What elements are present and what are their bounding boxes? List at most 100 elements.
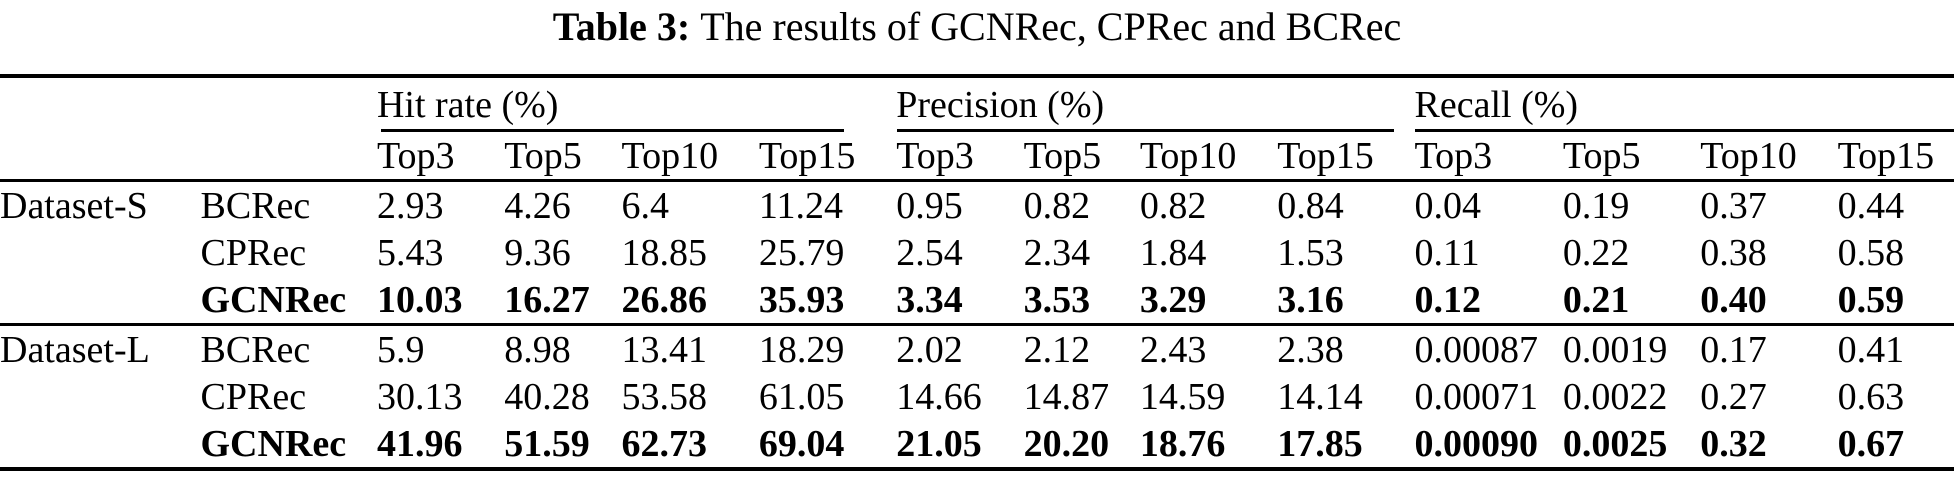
value-cell: 2.38 <box>1277 323 1415 373</box>
value-cell: 2.12 <box>1023 323 1140 373</box>
value-cell: 1.84 <box>1139 231 1207 274</box>
value-cell: 0.67 <box>1837 420 1954 471</box>
value-cell: 41.96 <box>376 420 505 471</box>
value-cell: 0.59 <box>1837 278 1905 321</box>
value-cell: 0.38 <box>1700 231 1767 274</box>
value-cell: 20.20 <box>1023 420 1140 471</box>
method-cell: BCRec <box>200 323 377 373</box>
column-header-recall-top10: Top10 <box>1700 132 1838 182</box>
column-header-spacer <box>0 132 377 182</box>
value-cell: 0.0019 <box>1562 323 1701 373</box>
group-header-precision: Precision (%) <box>896 74 1415 132</box>
dataset-cell: Dataset-S <box>0 184 148 227</box>
value-cell: 0.00071 <box>1414 375 1539 418</box>
group-header-recall: Recall (%) <box>1414 74 1954 132</box>
value-cell: 0.82 <box>1139 184 1207 227</box>
table-row-dataset-l-cprec: CPRec 30.13 40.28 53.58 61.05 14.66 14.8… <box>0 373 1954 420</box>
group-header-hit-rate: Hit rate (%) <box>376 74 897 132</box>
table-row-dataset-l-gcnrec: GCNRec 41.96 51.59 62.73 69.04 21.05 20.… <box>0 420 1954 471</box>
value-cell: 53.58 <box>621 375 708 418</box>
column-header-row: Top3 Top5 Top10 Top15 Top3 Top5 Top10 To… <box>0 132 1954 182</box>
column-header-precision-top5: Top5 <box>1023 132 1140 182</box>
column-header-hit-top10: Top10 <box>621 132 759 182</box>
value-cell: 2.43 <box>1139 323 1278 373</box>
column-header-precision-top3: Top3 <box>896 132 1024 182</box>
column-header-precision-top10: Top10 <box>1139 132 1278 182</box>
value-cell: 62.73 <box>621 420 759 471</box>
method-cell: GCNRec <box>200 420 377 471</box>
method-cell: CPRec <box>200 375 307 418</box>
dataset-cell: Dataset-L <box>0 323 201 373</box>
value-cell: 35.93 <box>758 278 845 321</box>
value-cell: 2.02 <box>896 323 1024 373</box>
dataset-cell <box>0 229 201 276</box>
value-cell: 0.27 <box>1700 375 1767 418</box>
column-header-precision-top15: Top15 <box>1277 132 1415 182</box>
value-cell: 3.34 <box>896 278 963 321</box>
value-cell: 0.82 <box>1023 184 1091 227</box>
value-cell: 3.29 <box>1139 278 1207 321</box>
value-cell: 18.76 <box>1139 420 1278 471</box>
value-cell: 17.85 <box>1277 420 1415 471</box>
value-cell: 0.21 <box>1562 278 1630 321</box>
value-cell: 1.53 <box>1277 231 1344 274</box>
value-cell: 0.84 <box>1277 184 1344 227</box>
value-cell: 9.36 <box>504 231 571 274</box>
value-cell: 0.17 <box>1700 323 1838 373</box>
value-cell: 13.41 <box>621 323 759 373</box>
table-row-dataset-s-cprec: CPRec 5.43 9.36 18.85 25.79 2.54 2.34 1.… <box>0 229 1954 276</box>
table-row-dataset-l-bcrec: Dataset-L BCRec 5.9 8.98 13.41 18.29 2.0… <box>0 323 1954 373</box>
value-cell: 5.43 <box>376 231 444 274</box>
method-cell: CPRec <box>200 231 307 274</box>
value-cell: 18.29 <box>758 323 897 373</box>
value-cell: 2.34 <box>1023 231 1091 274</box>
method-cell: GCNRec <box>200 278 347 321</box>
value-cell: 3.53 <box>1023 278 1091 321</box>
value-cell: 21.05 <box>896 420 1024 471</box>
dataset-cell <box>0 420 201 471</box>
results-table: Hit rate (%) Precision (%) Recall (%) To… <box>0 74 1954 471</box>
value-cell: 2.54 <box>896 231 963 274</box>
value-cell: 18.85 <box>621 231 708 274</box>
column-header-hit-top3: Top3 <box>376 132 505 182</box>
value-cell: 0.00087 <box>1414 323 1563 373</box>
value-cell: 0.95 <box>896 184 963 227</box>
table-caption-text: The results of GCNRec, CPRec and BCRec <box>700 4 1402 49</box>
value-cell: 0.11 <box>1414 231 1480 274</box>
value-cell: 61.05 <box>758 375 845 418</box>
value-cell: 26.86 <box>621 278 708 321</box>
value-cell: 0.0025 <box>1562 420 1701 471</box>
value-cell: 51.59 <box>504 420 622 471</box>
value-cell: 0.00090 <box>1414 420 1563 471</box>
value-cell: 4.26 <box>504 184 571 227</box>
value-cell: 0.0022 <box>1562 375 1668 418</box>
value-cell: 14.14 <box>1277 375 1363 418</box>
column-header-recall-top15: Top15 <box>1837 132 1954 182</box>
column-header-recall-top5: Top5 <box>1562 132 1701 182</box>
value-cell: 14.59 <box>1139 375 1226 418</box>
table-row-dataset-s-bcrec: Dataset-S BCRec 2.93 4.26 6.4 11.24 0.95… <box>0 181 1954 230</box>
value-cell: 2.93 <box>376 184 444 227</box>
table-row-dataset-s-gcnrec: GCNRec 10.03 16.27 26.86 35.93 3.34 3.53… <box>0 276 1954 325</box>
column-header-hit-top15: Top15 <box>758 132 897 182</box>
value-cell: 0.63 <box>1837 375 1905 418</box>
value-cell: 11.24 <box>758 184 843 227</box>
table-caption-label: Table 3: <box>552 4 691 49</box>
value-cell: 16.27 <box>504 278 590 321</box>
group-header-spacer <box>0 74 377 132</box>
value-cell: 5.9 <box>376 323 505 373</box>
value-cell: 69.04 <box>758 420 897 471</box>
value-cell: 0.44 <box>1837 184 1905 227</box>
value-cell: 8.98 <box>504 323 622 373</box>
value-cell: 3.16 <box>1277 278 1344 321</box>
value-cell: 10.03 <box>376 278 463 321</box>
value-cell: 0.12 <box>1414 278 1482 321</box>
column-header-hit-top5: Top5 <box>504 132 622 182</box>
value-cell: 0.32 <box>1700 420 1838 471</box>
group-header-row: Hit rate (%) Precision (%) Recall (%) <box>0 74 1954 132</box>
value-cell: 14.87 <box>1023 375 1110 418</box>
value-cell: 0.58 <box>1837 231 1905 274</box>
table-caption: Table 3: The results of GCNRec, CPRec and… <box>0 0 1954 52</box>
dataset-cell <box>0 373 201 420</box>
value-cell: 6.4 <box>621 184 670 227</box>
